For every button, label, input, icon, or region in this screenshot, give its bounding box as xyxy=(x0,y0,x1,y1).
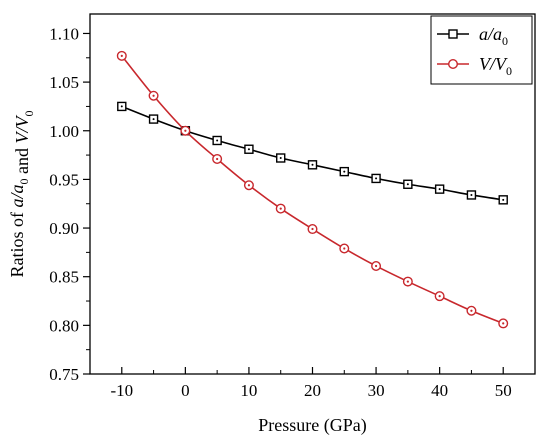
data-point-center xyxy=(343,170,346,173)
data-point-center xyxy=(120,105,123,108)
data-point-center xyxy=(311,227,314,231)
data-point-center xyxy=(470,309,473,312)
x-tick-label: 40 xyxy=(431,381,448,400)
y-tick-label: 0.80 xyxy=(49,316,79,335)
data-point-center xyxy=(343,247,346,250)
x-tick-label: 30 xyxy=(368,381,385,400)
data-point-center xyxy=(152,118,155,121)
y-tick-label: 0.85 xyxy=(49,268,79,287)
data-point-center xyxy=(438,188,441,191)
data-point-center xyxy=(216,139,219,142)
legend-box xyxy=(430,15,533,85)
legend-marker xyxy=(448,59,459,70)
data-point-center xyxy=(279,207,282,210)
y-tick-label: 0.75 xyxy=(49,365,79,384)
x-axis-title: Pressure (GPa) xyxy=(258,415,366,436)
data-point-center xyxy=(184,129,187,132)
y-tick-label: 1.10 xyxy=(49,24,79,43)
legend: a/a0 V/V0 xyxy=(430,15,533,85)
y-axis-title: Ratios of a/a0 and V/V0 xyxy=(7,110,36,277)
y-tick-label: 0.95 xyxy=(49,170,79,189)
data-point-center xyxy=(502,198,505,201)
legend-label: a/a0 xyxy=(479,24,508,48)
data-point-center xyxy=(120,54,123,57)
data-point-center xyxy=(311,163,314,166)
y-tick-label: 0.90 xyxy=(49,219,79,238)
y-tick-label: 1.05 xyxy=(49,73,79,92)
x-tick-label: 20 xyxy=(304,381,321,400)
data-point-center xyxy=(247,148,250,151)
data-point-center xyxy=(374,264,378,268)
legend-label: V/V0 xyxy=(479,54,512,78)
series-layer xyxy=(116,50,509,329)
series-1 xyxy=(117,101,508,205)
x-tick-label: 50 xyxy=(495,381,512,400)
series-2 xyxy=(116,50,509,329)
data-point-center xyxy=(216,157,219,161)
legend-marker xyxy=(448,29,458,39)
data-point-center xyxy=(406,280,409,283)
data-point-center xyxy=(152,94,155,97)
y-tick-label: 1.00 xyxy=(49,122,79,141)
data-point-center xyxy=(375,177,378,180)
data-point-center xyxy=(406,183,409,186)
x-tick-label: 10 xyxy=(240,381,257,400)
axes: -10 0 10 20 30 40 50 0.75 0.80 0.85 0.90 0.95 1.00 1.… xyxy=(49,13,536,400)
x-tick-label: -10 xyxy=(110,381,133,400)
data-point-center xyxy=(279,157,282,159)
x-tick-label: 0 xyxy=(181,381,190,400)
data-point-center xyxy=(438,295,441,298)
data-point-center xyxy=(470,193,473,196)
data-point-center xyxy=(502,322,505,325)
series-line xyxy=(121,105,504,201)
data-point-center xyxy=(247,184,251,187)
